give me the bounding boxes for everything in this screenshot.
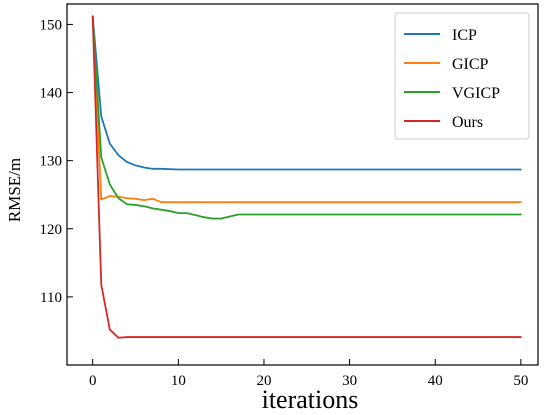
x-tick-label: 50 (513, 373, 528, 389)
series-line-gicp (91, 15, 522, 204)
y-tick-label: 140 (40, 86, 63, 102)
x-tick-label: 0 (89, 373, 97, 389)
axis-ticks: 0 10 20 30 40 50 110 120 130 140 150 (40, 17, 529, 389)
x-tick-label: 30 (342, 373, 357, 389)
plot-frame (66, 3, 539, 366)
series-line-ours (91, 15, 522, 339)
series-line-vgicp (91, 15, 522, 220)
legend-label-icp: ICP (452, 27, 477, 44)
y-tick-label: 150 (40, 17, 63, 33)
y-tick-label: 130 (40, 154, 63, 170)
x-tick-label: 40 (428, 373, 443, 389)
series-lines (91, 15, 522, 339)
legend-label-ours: Ours (452, 114, 483, 131)
legend-box (394, 12, 530, 140)
y-tick-label: 120 (40, 222, 63, 238)
legend: ICP GICP VGICP Ours (394, 12, 530, 140)
y-tick-label: 110 (40, 290, 62, 306)
legend-label-vgicp: VGICP (452, 85, 500, 102)
x-tick-label: 20 (256, 373, 271, 389)
series-line-icp (91, 15, 522, 171)
x-axis-title: iterations (262, 385, 359, 414)
legend-label-gicp: GICP (452, 56, 489, 73)
x-tick-label: 10 (171, 373, 186, 389)
y-axis-title: RMSE/m (5, 158, 24, 222)
